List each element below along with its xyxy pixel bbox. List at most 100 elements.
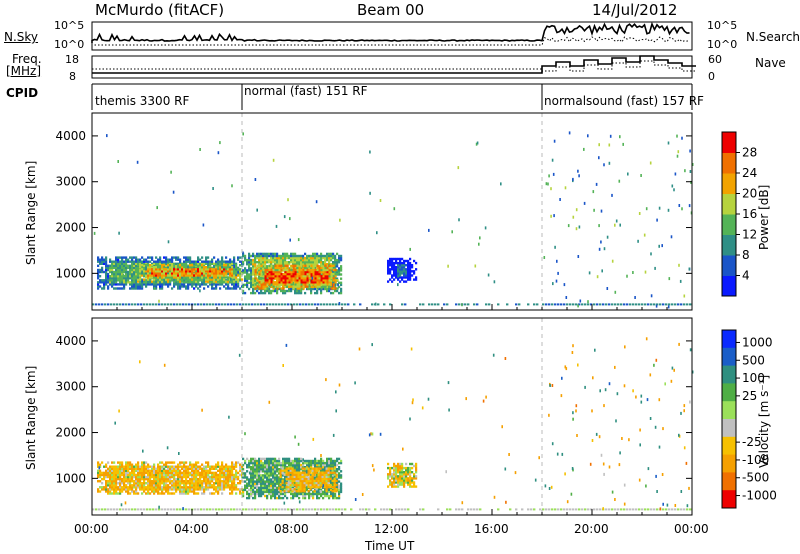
echo-cell (314, 264, 317, 267)
echo-cell (302, 470, 305, 473)
echo-cell (246, 486, 249, 489)
echo-cell (323, 471, 326, 474)
echo-cell (143, 477, 146, 481)
echo-cell (325, 488, 328, 491)
echo-cell (248, 261, 251, 264)
echo-cell (123, 283, 126, 286)
echo-cell (272, 289, 275, 293)
echo-cell (211, 475, 214, 479)
echo-cell (153, 477, 156, 481)
echo-cell (318, 277, 321, 280)
echo-cell (133, 277, 136, 280)
echo-cell (207, 262, 210, 265)
echo-cell (297, 471, 300, 474)
echo-cell (292, 277, 295, 280)
echo-cell (308, 277, 311, 280)
echo-cell (397, 261, 400, 265)
echo-cell (395, 272, 398, 275)
echo-cell (290, 256, 293, 260)
echo-cell (215, 490, 218, 493)
echo-cell (97, 285, 100, 288)
echo-cell (330, 494, 333, 498)
echo-cell (671, 184, 674, 188)
echo-cell (175, 283, 178, 286)
echo-cell (294, 291, 297, 295)
echo-cell (137, 262, 140, 265)
echo-cell (189, 268, 192, 271)
echo-cell (280, 281, 283, 284)
echo-cell (244, 271, 247, 274)
echo-cell (282, 279, 285, 282)
echo-cell (173, 486, 176, 489)
echo-cell (279, 490, 282, 493)
echo-cell (121, 277, 124, 280)
echo-cell (272, 472, 275, 475)
echo-cell (109, 281, 112, 284)
echo-cell (175, 473, 178, 477)
echo-cell (163, 467, 166, 470)
echo-cell (103, 473, 106, 477)
echo-cell (288, 463, 291, 467)
echo-cell (165, 477, 168, 481)
echo-cell (266, 463, 269, 467)
echo-cell (185, 276, 188, 279)
echo-cell (111, 465, 114, 468)
echo-cell (215, 488, 218, 491)
echo-cell (399, 266, 402, 269)
echo-cell (159, 278, 162, 281)
echo-cell (193, 473, 196, 477)
echo-cell (270, 279, 273, 282)
echo-cell (203, 488, 206, 491)
echo-cell (215, 475, 218, 479)
echo-cell (330, 492, 333, 496)
echo-cell (305, 475, 308, 478)
echo-cell (306, 254, 309, 258)
echo-cell (157, 463, 160, 466)
echo-cell (109, 471, 112, 475)
echo-cell (252, 457, 255, 461)
echo-cell (159, 274, 162, 277)
velocity-data (92, 337, 694, 511)
echo-cell (304, 291, 307, 295)
echo-cell (161, 467, 164, 470)
echo-cell (151, 270, 154, 273)
echo-cell (262, 287, 265, 290)
echo-cell (282, 488, 285, 492)
echo-cell (300, 263, 303, 266)
echo-cell (153, 471, 156, 475)
echo-cell (225, 256, 228, 259)
echo-cell (324, 256, 327, 260)
echo-cell (141, 266, 144, 270)
echo-cell (340, 474, 343, 477)
echo-cell (181, 482, 184, 485)
echo-cell (332, 482, 335, 485)
echo-cell (334, 271, 337, 274)
echo-cell (169, 482, 172, 485)
echo-cell (258, 472, 261, 475)
echo-cell (163, 482, 166, 485)
echo-cell (295, 477, 298, 481)
echo-cell (250, 263, 253, 266)
echo-cell (334, 470, 337, 473)
echo-cell (131, 471, 134, 475)
echo-cell (297, 473, 300, 476)
echo-cell (153, 278, 156, 281)
echo-cell (161, 272, 164, 275)
echo-cell (316, 268, 319, 272)
echo-cell (145, 270, 148, 273)
echo-cell (119, 264, 122, 267)
echo-cell (338, 468, 341, 471)
echo-cell (338, 457, 341, 461)
echo-cell (260, 287, 263, 290)
echo-cell (246, 281, 249, 284)
echo-cell (233, 258, 236, 261)
echo-cell (215, 266, 218, 269)
echo-cell (244, 480, 247, 483)
echo-cell (147, 256, 150, 259)
echo-cell (258, 466, 261, 469)
echo-cell (197, 492, 200, 495)
echo-cell (278, 279, 281, 282)
echo-cell (407, 274, 410, 277)
echo-cell (145, 283, 148, 286)
echo-cell (294, 468, 297, 471)
